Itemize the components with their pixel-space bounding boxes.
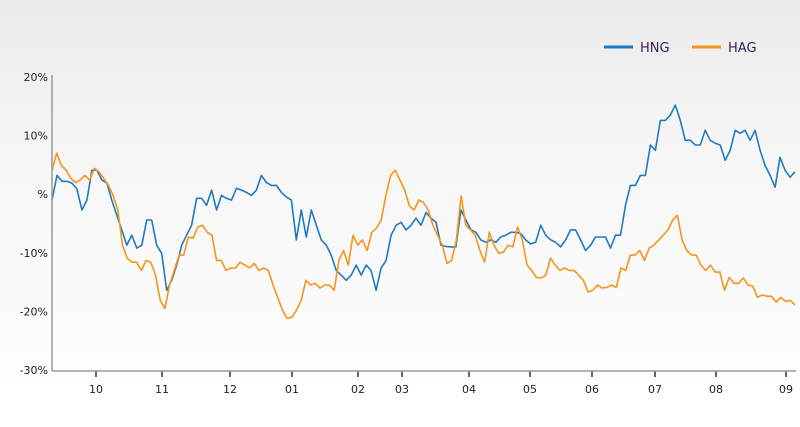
- x-tick-label: 06: [585, 383, 599, 396]
- x-tick-label: 11: [155, 383, 169, 396]
- series-line-hng: [51, 104, 796, 292]
- x-tick-label: 03: [395, 383, 409, 396]
- y-axis: 20% 10%% -10% -20% -30%: [20, 71, 48, 377]
- x-tick-label: 09: [779, 383, 793, 396]
- x-tick-label: 01: [285, 383, 299, 396]
- y-tick-label: -10%: [20, 247, 48, 260]
- legend-label-hng: HNG: [640, 41, 670, 56]
- x-axis: 10 11 12 01 02 03 04 05 06 07 08 09: [89, 371, 793, 396]
- x-tick-label: 04: [462, 383, 476, 396]
- x-tick-label: 08: [709, 383, 723, 396]
- y-tick-label: %: [38, 188, 48, 201]
- series-lines: [51, 104, 796, 320]
- x-tick-label: 10: [89, 383, 103, 396]
- x-tick-label: 02: [351, 383, 365, 396]
- x-tick-label: 12: [223, 383, 237, 396]
- legend: HNG HAG: [604, 41, 757, 56]
- x-tick-label: 05: [523, 383, 537, 396]
- y-tick-label: -20%: [20, 305, 48, 318]
- legend-label-hag: HAG: [728, 41, 757, 56]
- y-tick-label: 20%: [24, 71, 48, 84]
- x-tick-label: 07: [648, 383, 662, 396]
- y-tick-label: -30%: [20, 364, 48, 377]
- y-tick-label: 10%: [24, 130, 48, 143]
- series-line-hag: [51, 152, 796, 320]
